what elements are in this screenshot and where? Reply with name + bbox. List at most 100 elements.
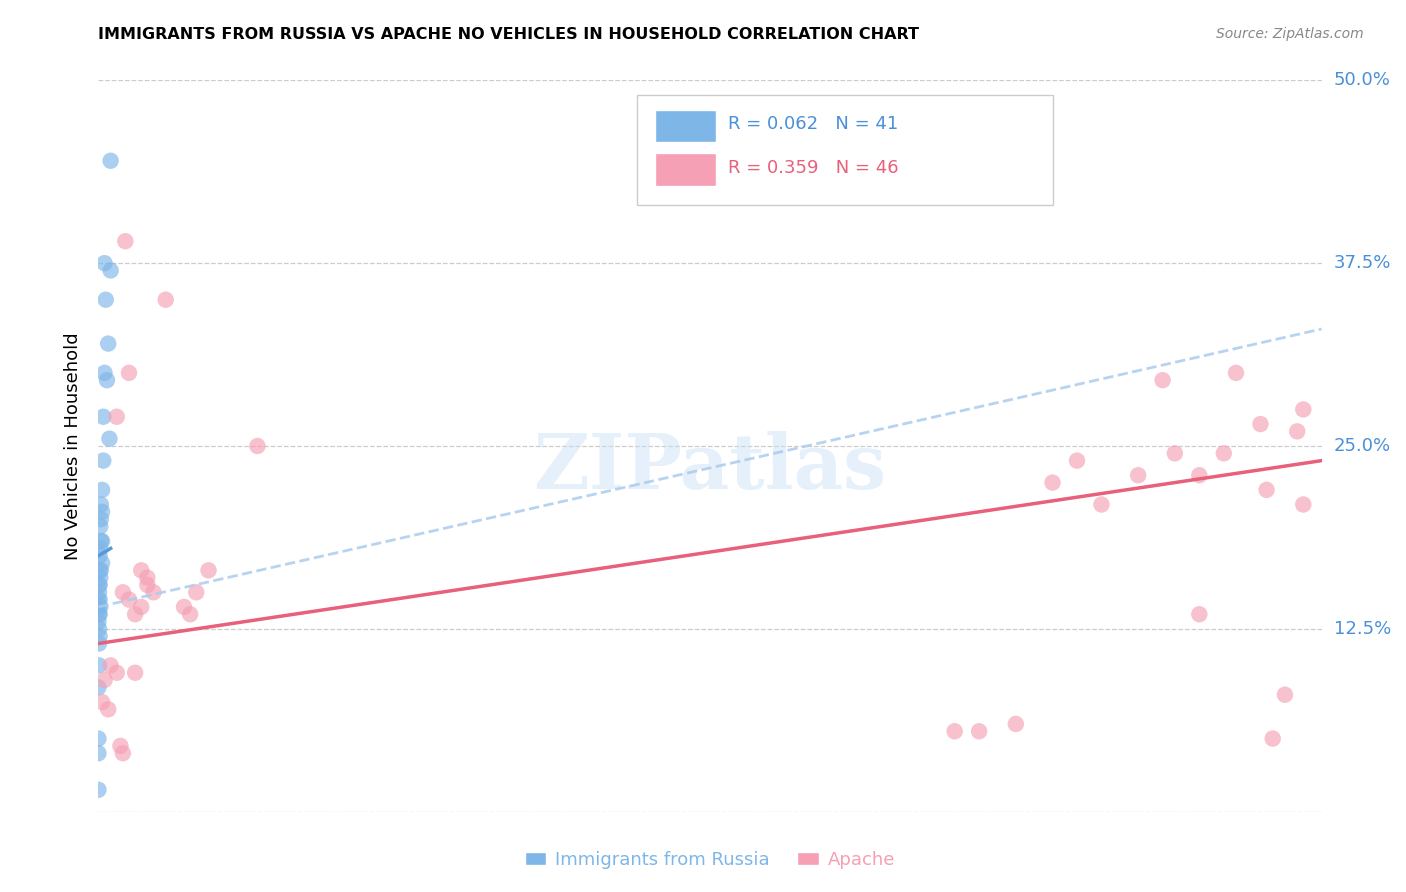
- Point: [1164, 446, 1187, 460]
- Text: 12.5%: 12.5%: [1334, 620, 1391, 638]
- Point: [246, 439, 269, 453]
- Point: [87, 681, 110, 695]
- Point: [87, 658, 110, 673]
- Point: [98, 432, 121, 446]
- Point: [1042, 475, 1064, 490]
- Text: ZIPatlas: ZIPatlas: [533, 431, 887, 505]
- Point: [155, 293, 177, 307]
- Point: [1066, 453, 1088, 467]
- Point: [87, 636, 110, 650]
- Point: [89, 607, 111, 622]
- Point: [89, 571, 111, 585]
- Text: Source: ZipAtlas.com: Source: ZipAtlas.com: [1216, 27, 1364, 41]
- Point: [87, 615, 110, 629]
- Text: 37.5%: 37.5%: [1334, 254, 1392, 272]
- Point: [93, 366, 115, 380]
- Text: R = 0.062   N = 41: R = 0.062 N = 41: [728, 115, 898, 133]
- Point: [87, 578, 110, 592]
- Point: [136, 578, 159, 592]
- FancyBboxPatch shape: [655, 153, 716, 186]
- Point: [91, 483, 114, 497]
- Point: [114, 234, 136, 248]
- Point: [90, 534, 112, 549]
- Point: [124, 607, 146, 622]
- Point: [142, 585, 165, 599]
- Text: 25.0%: 25.0%: [1334, 437, 1391, 455]
- Point: [97, 702, 120, 716]
- Point: [100, 263, 122, 277]
- Point: [91, 505, 114, 519]
- Point: [97, 336, 120, 351]
- Point: [1250, 417, 1272, 431]
- Point: [111, 746, 134, 760]
- Point: [89, 578, 111, 592]
- Point: [1152, 373, 1174, 387]
- Point: [89, 599, 111, 614]
- Y-axis label: No Vehicles in Household: No Vehicles in Household: [65, 332, 83, 560]
- FancyBboxPatch shape: [655, 110, 716, 143]
- Point: [89, 592, 111, 607]
- Point: [124, 665, 146, 680]
- Point: [87, 622, 110, 636]
- Point: [91, 534, 114, 549]
- Point: [89, 549, 111, 563]
- Point: [90, 563, 112, 577]
- Point: [90, 498, 112, 512]
- Text: IMMIGRANTS FROM RUSSIA VS APACHE NO VEHICLES IN HOUSEHOLD CORRELATION CHART: IMMIGRANTS FROM RUSSIA VS APACHE NO VEHI…: [98, 27, 920, 42]
- Point: [1292, 402, 1315, 417]
- Point: [179, 607, 201, 622]
- Point: [1292, 498, 1315, 512]
- Point: [1004, 717, 1026, 731]
- Point: [100, 658, 122, 673]
- FancyBboxPatch shape: [637, 95, 1053, 204]
- Point: [90, 512, 112, 526]
- Point: [87, 746, 110, 760]
- Point: [967, 724, 990, 739]
- Point: [87, 599, 110, 614]
- Point: [136, 571, 159, 585]
- Point: [91, 409, 114, 424]
- Point: [1212, 446, 1234, 460]
- Point: [110, 739, 132, 753]
- Point: [91, 695, 114, 709]
- Point: [173, 599, 195, 614]
- Point: [87, 607, 110, 622]
- Legend: Immigrants from Russia, Apache: Immigrants from Russia, Apache: [517, 844, 903, 876]
- Point: [943, 724, 966, 739]
- Point: [1261, 731, 1284, 746]
- Point: [1286, 425, 1309, 439]
- Point: [93, 256, 115, 270]
- Point: [118, 366, 141, 380]
- Point: [105, 665, 128, 680]
- Point: [89, 563, 111, 577]
- Point: [105, 409, 128, 424]
- Text: R = 0.359   N = 46: R = 0.359 N = 46: [728, 159, 898, 177]
- Point: [89, 541, 111, 556]
- Point: [1188, 468, 1211, 483]
- Point: [845, 161, 868, 175]
- Point: [1225, 366, 1247, 380]
- Point: [96, 373, 118, 387]
- Point: [87, 585, 110, 599]
- Point: [87, 731, 110, 746]
- Point: [89, 629, 111, 643]
- Point: [197, 563, 219, 577]
- Point: [93, 673, 115, 687]
- Point: [1274, 688, 1296, 702]
- Point: [1128, 468, 1150, 483]
- Point: [94, 293, 117, 307]
- Point: [111, 585, 134, 599]
- Point: [91, 556, 114, 570]
- Point: [129, 599, 152, 614]
- Point: [91, 453, 114, 467]
- Point: [87, 782, 110, 797]
- Text: 50.0%: 50.0%: [1334, 71, 1391, 89]
- Point: [129, 563, 152, 577]
- Point: [186, 585, 208, 599]
- Point: [1188, 607, 1211, 622]
- Point: [1256, 483, 1278, 497]
- Point: [118, 592, 141, 607]
- Point: [89, 519, 111, 533]
- Point: [1090, 498, 1112, 512]
- Point: [87, 592, 110, 607]
